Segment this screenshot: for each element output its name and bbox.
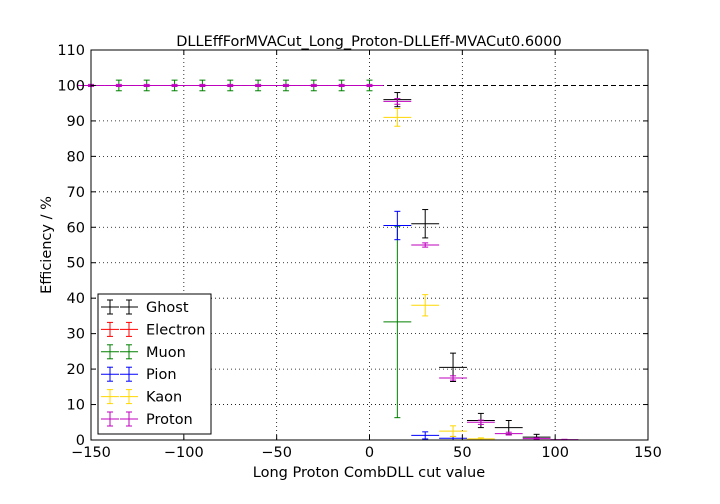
data-point [383,98,412,105]
y-tick-labels: 0 10 20 30 40 50 60 70 80 90 100 110 [57,43,85,449]
data-point [439,425,467,437]
legend-entry-proton [101,411,138,427]
legend-label: Electron [146,322,205,338]
data-point [383,108,412,127]
y-axis-label: Efficiency / % [39,196,55,294]
legend-label: Proton [146,412,193,428]
data-point [327,83,356,88]
legend-label: Ghost [146,300,189,316]
legend-entry-muon [101,344,138,360]
data-point [439,375,467,381]
data-point [494,431,523,436]
data-point [132,83,161,88]
legend-entry-kaon [101,389,138,405]
y-tick-label: 70 [67,185,85,201]
y-tick-label: 60 [67,220,85,236]
data-point [104,83,133,88]
y-tick-label: 90 [67,114,85,130]
y-tick-label: 0 [76,433,85,449]
series-kaon [383,108,495,441]
x-tick-labels: −150 −100 −50 0 50 100 150 [71,445,662,461]
data-point [411,431,440,440]
y-tick-label: 10 [67,398,85,414]
data-point [411,209,440,239]
y-tick-label: 50 [67,256,85,272]
x-tick-label: 50 [453,445,471,461]
y-tick-label: 30 [67,327,85,343]
data-point [411,294,440,317]
x-tick-label: 150 [634,445,662,461]
legend-label: Kaon [146,390,182,406]
data-point [383,210,412,241]
data-point [522,437,551,440]
y-tick-label: 20 [67,362,85,378]
x-tick-label: 0 [365,445,374,461]
data-point [272,83,300,88]
chart-title: DLLEffForMVACut_Long_Proton-DLLEff-MVACu… [176,34,561,50]
legend-entry-ghost [101,299,138,315]
y-tick-label: 40 [67,291,85,307]
data-point [216,83,245,88]
axis-ticks [90,49,649,441]
data-point [466,419,495,425]
data-point [383,225,412,419]
legend-box [97,293,212,435]
legend-label: Pion [146,367,177,383]
x-axis-label: Long Proton CombDLL cut value [253,465,485,481]
data-point [160,83,189,88]
x-tick-label: −100 [164,445,204,461]
legend-entry-pion [101,366,138,382]
data-point [188,83,217,88]
y-tick-label: 110 [57,43,85,59]
y-tick-label: 100 [57,78,85,94]
data-point [299,83,328,88]
x-tick-label: −50 [261,445,292,461]
y-tick-label: 80 [67,149,85,165]
legend: Ghost Electron Muon Pion Kaon Proton [97,293,212,435]
legend-label: Muon [146,345,186,361]
data-point [411,242,440,248]
data-marks [77,79,631,441]
x-tick-label: −150 [71,445,111,461]
legend-entry-electron [101,321,138,337]
data-point [244,83,273,88]
series-proton [77,83,579,441]
x-tick-label: 100 [541,445,569,461]
data-point [355,83,384,88]
series-ghost [383,92,551,441]
